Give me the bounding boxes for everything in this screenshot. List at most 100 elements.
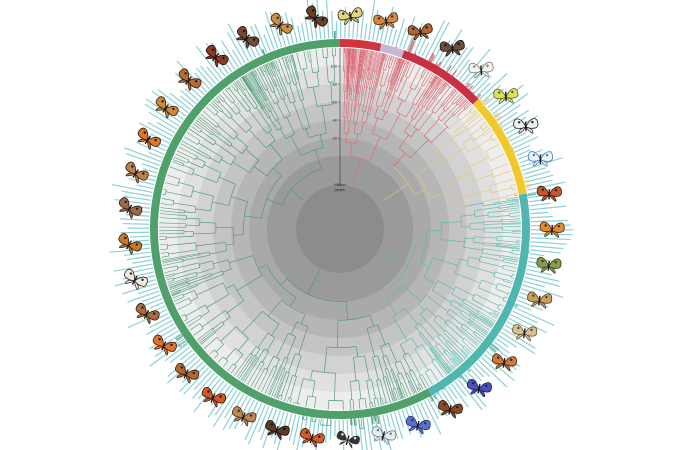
leaf-tip <box>417 36 427 56</box>
tree-branch <box>295 84 301 101</box>
tree-branch <box>273 60 279 72</box>
tree-branch <box>355 49 362 92</box>
tree-branch <box>457 128 468 137</box>
tree-branch <box>248 72 266 101</box>
tree-branch <box>511 274 513 278</box>
tree-branch <box>365 70 370 88</box>
tree-branch <box>503 209 521 212</box>
tree-branch <box>295 68 300 79</box>
butterfly-white-blue-icon <box>528 151 553 167</box>
tree-branch <box>376 60 384 88</box>
tree-branch <box>437 314 447 323</box>
tree-branch <box>264 100 267 102</box>
tree-branch <box>174 267 201 275</box>
leaf-tip <box>358 418 363 450</box>
tree-branch <box>361 111 365 122</box>
tree-branch <box>443 114 454 124</box>
leaf-tip <box>432 46 442 63</box>
leaf-tip <box>455 59 471 78</box>
butterfly-orange-eye-icon <box>137 127 161 150</box>
tree-branch <box>371 51 378 81</box>
tree-branch <box>398 58 401 64</box>
tree-branch <box>443 330 446 333</box>
tree-branch <box>388 60 396 82</box>
butterfly-white-icon <box>468 61 494 79</box>
tree-branch <box>380 346 385 357</box>
tree-branch <box>277 56 288 85</box>
tree-branch <box>192 190 214 197</box>
tree-branch <box>223 100 237 115</box>
tree-branch <box>221 159 231 166</box>
tree-branch <box>371 69 380 98</box>
tree-branch <box>490 312 499 317</box>
tree-branch <box>392 316 408 341</box>
tree-branch <box>379 69 385 86</box>
tree-branch <box>273 368 286 398</box>
butterfly-blue-icon <box>405 415 431 435</box>
center-label-line1: Million <box>334 182 345 187</box>
tree-branch <box>236 275 263 291</box>
tree-branch <box>303 378 315 382</box>
leaf-tip <box>496 338 509 348</box>
tree-branch <box>457 96 466 106</box>
tree-branch <box>232 161 250 174</box>
tree-branch <box>400 344 406 355</box>
leaf-tip <box>530 219 568 223</box>
tree-branch <box>281 371 287 384</box>
tree-branch <box>261 175 282 219</box>
tree-branch <box>436 76 439 80</box>
tree-branch <box>425 294 449 313</box>
tree-branch <box>274 101 279 105</box>
tree-branch <box>481 316 495 325</box>
tree-branch <box>360 49 363 67</box>
tree-branch <box>446 309 451 314</box>
tree-branch <box>445 362 447 364</box>
tree-branch <box>490 187 513 194</box>
tree-branch <box>439 92 441 95</box>
tree-branch <box>506 194 515 197</box>
tree-branch <box>446 366 451 373</box>
tree-branch <box>213 259 229 265</box>
tree-branch <box>496 244 521 248</box>
tree-branch <box>289 61 297 85</box>
tree-branch <box>480 256 504 262</box>
tree-branch <box>230 144 243 154</box>
tree-branch <box>195 156 198 160</box>
tree-branch <box>437 280 455 290</box>
tree-branch <box>195 208 211 212</box>
tree-branch <box>195 272 198 276</box>
tree-branch <box>360 122 364 135</box>
tree-branch <box>197 273 224 285</box>
tree-branch <box>176 150 196 160</box>
tree-branch <box>166 280 174 283</box>
tree-branch <box>254 90 265 108</box>
tree-branch <box>401 62 410 82</box>
tree-branch <box>468 137 492 153</box>
tree-branch <box>345 133 347 143</box>
tree-branch <box>353 123 356 134</box>
tree-branch <box>271 61 275 69</box>
tree-branch <box>307 395 316 398</box>
tree-branch <box>343 91 346 118</box>
tree-branch <box>430 75 436 84</box>
tree-branch <box>402 383 408 397</box>
tree-branch <box>312 397 317 422</box>
tree-branch <box>387 89 392 98</box>
tree-branch <box>274 68 287 96</box>
tree-branch <box>310 61 314 73</box>
tree-branch <box>375 52 380 72</box>
tree-branch <box>451 293 464 301</box>
tree-branch <box>499 205 522 209</box>
tree-branch <box>461 337 465 342</box>
tree-branch <box>351 59 354 74</box>
tree-branch <box>461 301 478 312</box>
tree-branch <box>160 203 174 206</box>
tree-branch <box>184 314 188 320</box>
leaf-tip <box>179 349 193 361</box>
tree-branch <box>462 196 466 207</box>
tree-branch <box>474 206 499 211</box>
tree-branch <box>251 70 256 77</box>
tree-branch <box>357 49 361 73</box>
leaf-tip <box>479 73 508 100</box>
tree-branch <box>397 59 405 78</box>
